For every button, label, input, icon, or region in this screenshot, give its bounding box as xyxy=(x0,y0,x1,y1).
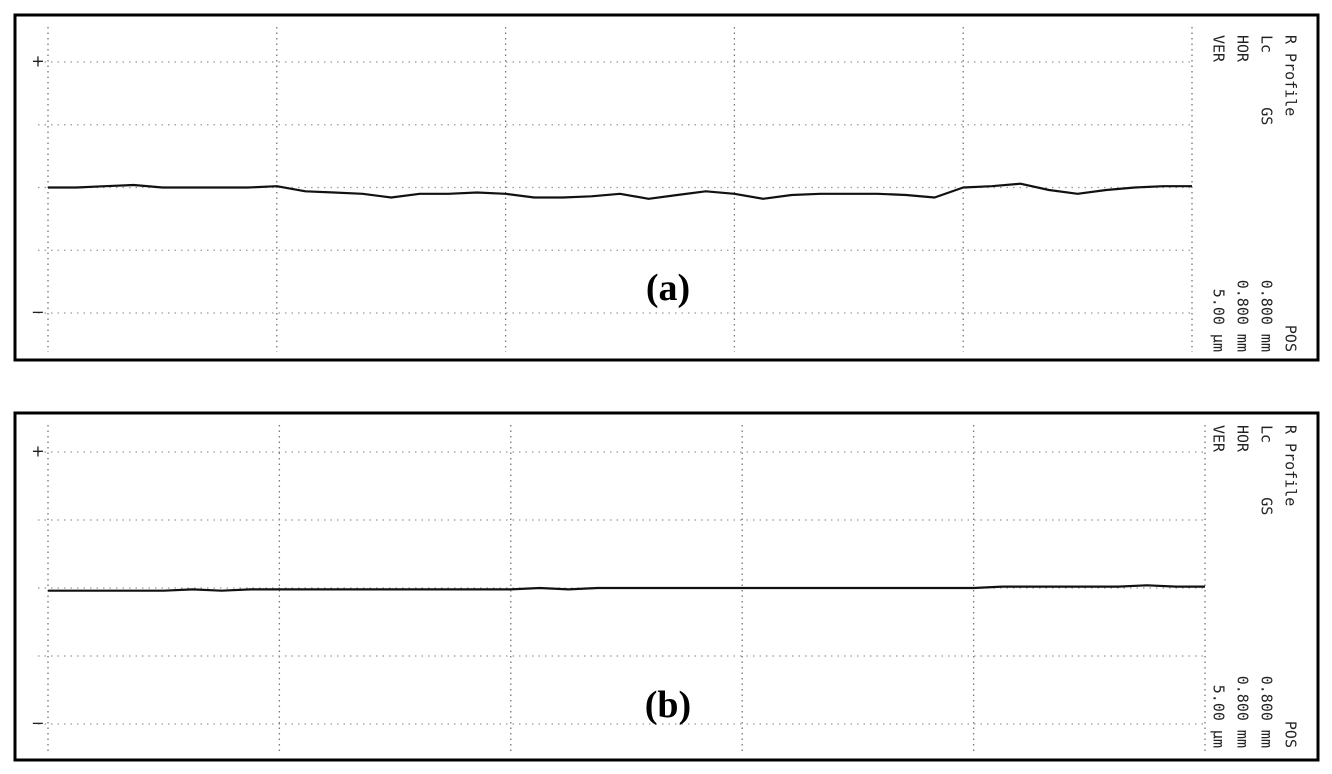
info-label: Lc GS xyxy=(1258,425,1276,515)
info-label: Lc GS xyxy=(1258,35,1276,125)
info-value: POS xyxy=(1282,721,1300,748)
info-label: R Profile xyxy=(1282,35,1300,116)
info-value: 0.800 mm xyxy=(1234,676,1252,748)
profile-trace xyxy=(48,182,1192,200)
info-label: HOR xyxy=(1234,35,1252,63)
panel-border xyxy=(13,411,1320,762)
info-value: 5.00 µm xyxy=(1210,289,1228,352)
info-label: VER xyxy=(1210,35,1228,63)
panel-label: (a) xyxy=(646,267,690,309)
bottom-label: − xyxy=(31,714,44,733)
panel-border xyxy=(13,13,1320,362)
top-label: + xyxy=(31,442,44,461)
info-label: HOR xyxy=(1234,425,1252,453)
info-label: R Profile xyxy=(1282,425,1300,506)
profile-trace xyxy=(48,584,1205,592)
bottom-label: − xyxy=(31,303,44,322)
info-value: 0.800 mm xyxy=(1258,280,1276,352)
info-value: 0.800 mm xyxy=(1258,676,1276,748)
info-value: 0.800 mm xyxy=(1234,280,1252,352)
panel-label: (b) xyxy=(645,684,691,726)
info-value: 5.00 µm xyxy=(1210,685,1228,748)
top-label: + xyxy=(31,52,44,71)
info-label: VER xyxy=(1210,425,1228,453)
info-value: POS xyxy=(1282,325,1300,352)
